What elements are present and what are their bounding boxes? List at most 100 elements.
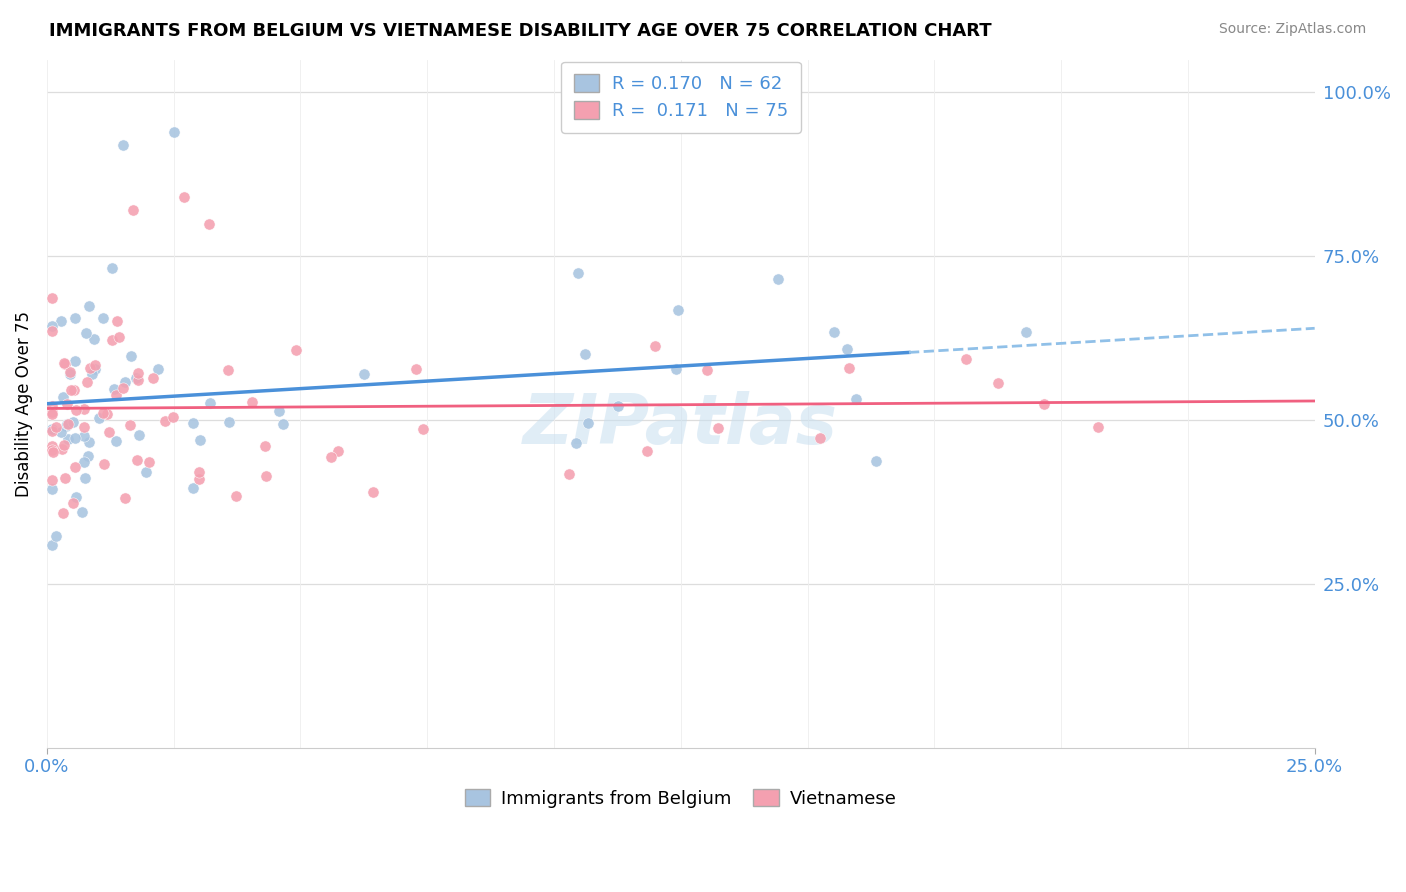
Point [77, 434, 100, 449]
Point [63, 383, 86, 397]
Point [41, 443, 63, 458]
Point [865, 454, 887, 468]
Point [607, 399, 630, 413]
Point [163, 125, 186, 139]
Point [72, 429, 94, 443]
Point [567, 266, 589, 280]
Point [93, 457, 115, 471]
Point [125, 371, 148, 385]
Point [52, 438, 75, 452]
Point [41, 399, 63, 413]
Point [845, 392, 868, 406]
Point [75, 471, 97, 485]
Point [108, 330, 131, 344]
Point [127, 366, 149, 380]
Point [254, 439, 277, 453]
Point [405, 362, 427, 376]
Point [146, 362, 169, 376]
Point [666, 303, 689, 318]
Point [70, 505, 93, 519]
Point [142, 370, 165, 384]
Point [52, 506, 75, 520]
Point [120, 417, 142, 432]
Point [644, 339, 666, 353]
Point [41, 324, 63, 338]
Point [53, 355, 76, 369]
Text: ZIPatlas: ZIPatlas [523, 391, 838, 458]
Point [122, 203, 145, 218]
Point [41, 482, 63, 496]
Point [955, 351, 977, 366]
Point [111, 381, 134, 395]
Point [75, 326, 97, 340]
Point [565, 435, 588, 450]
Point [41, 421, 63, 435]
Point [63, 354, 86, 368]
Point [76, 375, 98, 389]
Point [363, 484, 385, 499]
Point [41, 292, 63, 306]
Text: Source: ZipAtlas.com: Source: ZipAtlas.com [1219, 22, 1367, 37]
Text: IMMIGRANTS FROM BELGIUM VS VIETNAMESE DISABILITY AGE OVER 75 CORRELATION CHART: IMMIGRANTS FROM BELGIUM VS VIETNAMESE DI… [49, 22, 991, 40]
Point [96, 407, 118, 421]
Point [55, 418, 77, 433]
Point [65, 459, 87, 474]
Point [558, 467, 581, 481]
Point [636, 443, 658, 458]
Point [41, 439, 63, 453]
Point [138, 455, 160, 469]
Point [1087, 420, 1109, 434]
Point [696, 363, 718, 377]
Point [271, 417, 294, 431]
Point [838, 360, 860, 375]
Point [65, 431, 87, 445]
Point [766, 272, 789, 286]
Point [73, 401, 96, 416]
Point [84, 358, 107, 372]
Point [53, 357, 76, 371]
Point [1015, 326, 1038, 340]
Point [62, 496, 84, 510]
Point [45, 420, 67, 434]
Point [125, 453, 148, 467]
Point [91, 311, 114, 326]
Point [41, 473, 63, 487]
Point [412, 422, 434, 436]
Point [326, 444, 349, 458]
Point [83, 332, 105, 346]
Point [42, 444, 65, 458]
Point [188, 465, 211, 479]
Point [1033, 397, 1056, 411]
Point [59, 365, 82, 379]
Point [65, 402, 87, 417]
Point [114, 376, 136, 390]
Point [576, 416, 599, 430]
Point [41, 405, 63, 419]
Point [188, 434, 211, 448]
Point [87, 410, 110, 425]
Point [574, 346, 596, 360]
Point [84, 362, 107, 376]
Point [285, 343, 308, 357]
Point [135, 465, 157, 479]
Point [49, 425, 72, 439]
Point [62, 415, 84, 429]
Point [51, 314, 73, 328]
Point [198, 217, 221, 231]
Legend: Immigrants from Belgium, Vietnamese: Immigrants from Belgium, Vietnamese [458, 781, 904, 814]
Point [105, 434, 128, 448]
Point [41, 407, 63, 421]
Point [55, 397, 77, 411]
Point [101, 260, 124, 275]
Point [808, 430, 831, 444]
Point [111, 137, 134, 152]
Point [41, 425, 63, 439]
Point [105, 388, 128, 402]
Point [77, 299, 100, 313]
Point [59, 383, 82, 397]
Point [321, 450, 343, 464]
Point [53, 471, 76, 485]
Point [98, 425, 121, 440]
Point [93, 406, 115, 420]
Point [65, 490, 87, 504]
